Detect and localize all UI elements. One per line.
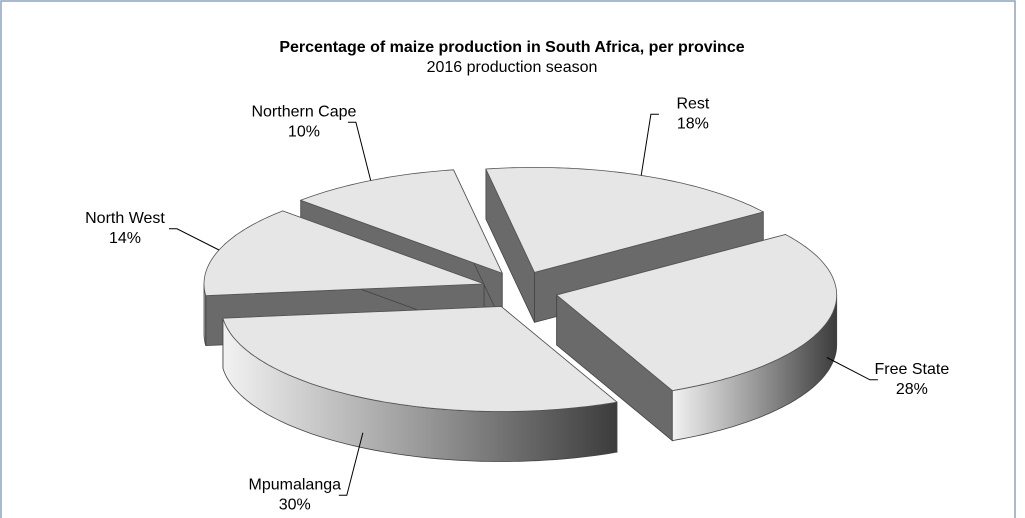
leader-line bbox=[640, 113, 659, 176]
chart-subtitle: 2016 production season bbox=[427, 59, 598, 76]
data-label: 10% bbox=[288, 123, 320, 140]
slice bbox=[222, 306, 618, 412]
data-label: 30% bbox=[279, 496, 311, 513]
leader-line bbox=[347, 121, 372, 181]
slice bbox=[485, 166, 765, 273]
data-label-name: Free State bbox=[875, 361, 950, 378]
data-label: 28% bbox=[896, 381, 928, 398]
chart-title: Percentage of maize production in South … bbox=[279, 39, 744, 56]
data-label-name: Northern Cape bbox=[251, 103, 356, 120]
data-label-name: North West bbox=[85, 210, 165, 227]
data-label-name: Mpumalanga bbox=[249, 476, 342, 493]
leader-line bbox=[338, 432, 364, 496]
data-label: 18% bbox=[677, 116, 709, 133]
slice bbox=[555, 234, 838, 392]
leader-line bbox=[169, 228, 220, 251]
data-label: 14% bbox=[109, 230, 141, 247]
data-label-name: Rest bbox=[676, 96, 709, 113]
leader-line bbox=[826, 357, 878, 381]
